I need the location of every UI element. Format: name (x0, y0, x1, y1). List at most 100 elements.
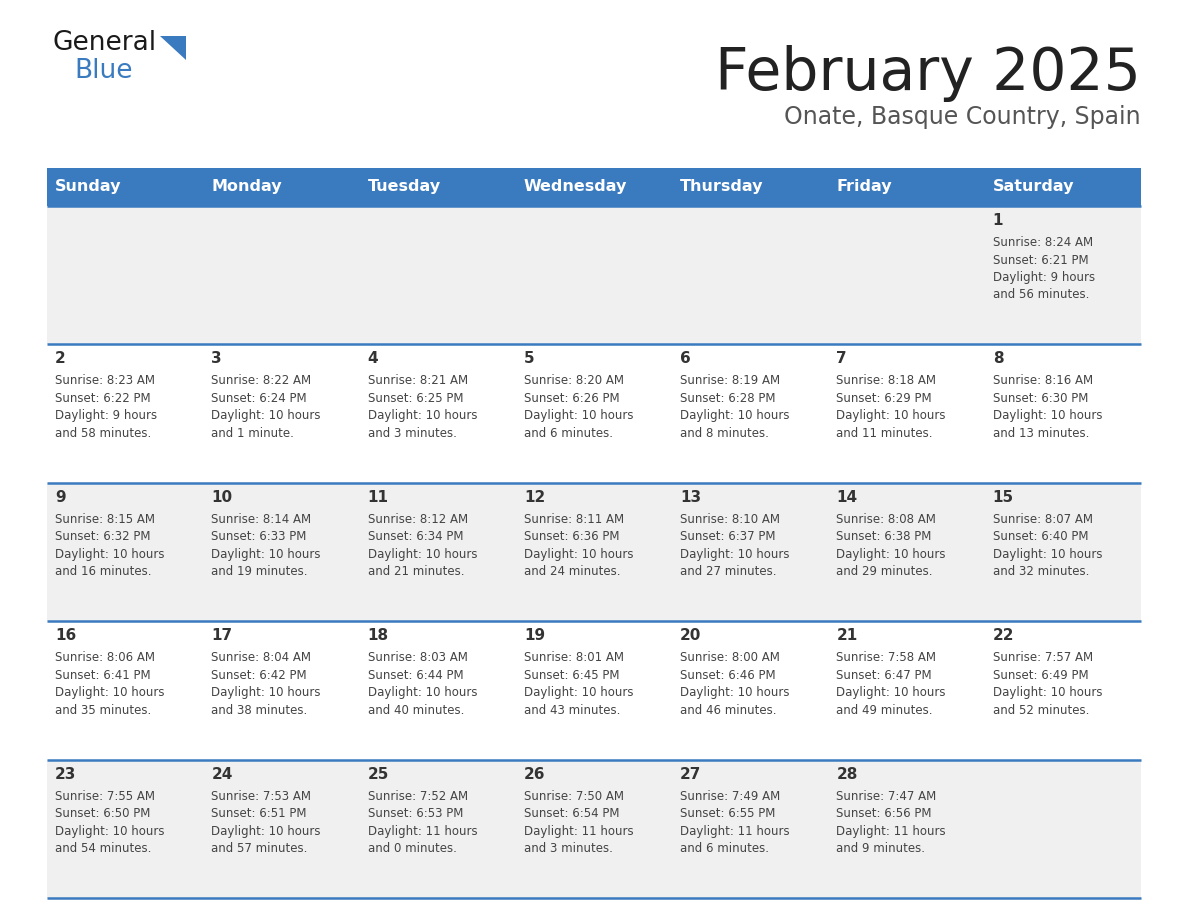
Text: 26: 26 (524, 767, 545, 781)
Text: Sunset: 6:45 PM: Sunset: 6:45 PM (524, 668, 619, 682)
Text: Monday: Monday (211, 180, 282, 195)
Text: and 29 minutes.: and 29 minutes. (836, 565, 933, 578)
Text: 10: 10 (211, 490, 233, 505)
Bar (360, 206, 516, 344)
Text: Sunset: 6:54 PM: Sunset: 6:54 PM (524, 807, 619, 820)
Text: Sunset: 6:37 PM: Sunset: 6:37 PM (681, 531, 776, 543)
Text: Daylight: 10 hours: Daylight: 10 hours (55, 824, 164, 837)
Bar (48, 168, 203, 206)
Polygon shape (160, 36, 187, 60)
Text: Blue: Blue (74, 58, 133, 84)
Text: 27: 27 (681, 767, 702, 781)
Bar (672, 759, 828, 898)
Text: Sunrise: 8:07 AM: Sunrise: 8:07 AM (993, 513, 1093, 526)
Bar (48, 621, 203, 759)
Text: 6: 6 (681, 352, 691, 366)
Text: Daylight: 10 hours: Daylight: 10 hours (211, 824, 321, 837)
Text: and 3 minutes.: and 3 minutes. (524, 842, 613, 855)
Text: 9: 9 (55, 490, 65, 505)
Bar (828, 483, 985, 621)
Text: Sunset: 6:22 PM: Sunset: 6:22 PM (55, 392, 151, 405)
Text: Sunrise: 8:19 AM: Sunrise: 8:19 AM (681, 375, 781, 387)
Text: and 19 minutes.: and 19 minutes. (211, 565, 308, 578)
Text: 4: 4 (367, 352, 378, 366)
Text: 22: 22 (993, 628, 1015, 644)
Text: Sunrise: 8:23 AM: Sunrise: 8:23 AM (55, 375, 154, 387)
Bar (985, 621, 1140, 759)
Text: Sunrise: 8:18 AM: Sunrise: 8:18 AM (836, 375, 936, 387)
Text: 5: 5 (524, 352, 535, 366)
Text: Daylight: 9 hours: Daylight: 9 hours (55, 409, 157, 422)
Text: Sunrise: 7:55 AM: Sunrise: 7:55 AM (55, 789, 154, 802)
Text: 20: 20 (681, 628, 702, 644)
Bar (828, 621, 985, 759)
Text: Sunset: 6:36 PM: Sunset: 6:36 PM (524, 531, 619, 543)
Text: Sunset: 6:44 PM: Sunset: 6:44 PM (367, 668, 463, 682)
Bar (516, 621, 672, 759)
Text: Sunset: 6:46 PM: Sunset: 6:46 PM (681, 668, 776, 682)
Text: Sunrise: 8:21 AM: Sunrise: 8:21 AM (367, 375, 468, 387)
Bar (828, 168, 985, 206)
Text: and 3 minutes.: and 3 minutes. (367, 427, 456, 440)
Text: Wednesday: Wednesday (524, 180, 627, 195)
Text: Sunset: 6:42 PM: Sunset: 6:42 PM (211, 668, 307, 682)
Text: and 21 minutes.: and 21 minutes. (367, 565, 465, 578)
Bar (203, 483, 360, 621)
Text: 7: 7 (836, 352, 847, 366)
Bar (985, 168, 1140, 206)
Text: and 46 minutes.: and 46 minutes. (681, 704, 777, 717)
Bar (828, 759, 985, 898)
Text: Sunset: 6:33 PM: Sunset: 6:33 PM (211, 531, 307, 543)
Text: and 57 minutes.: and 57 minutes. (211, 842, 308, 855)
Text: and 0 minutes.: and 0 minutes. (367, 842, 456, 855)
Text: Daylight: 10 hours: Daylight: 10 hours (681, 686, 790, 700)
Bar (985, 483, 1140, 621)
Bar (203, 759, 360, 898)
Text: Daylight: 10 hours: Daylight: 10 hours (524, 548, 633, 561)
Text: 17: 17 (211, 628, 233, 644)
Text: 28: 28 (836, 767, 858, 781)
Text: Sunset: 6:50 PM: Sunset: 6:50 PM (55, 807, 151, 820)
Bar (672, 168, 828, 206)
Text: Sunrise: 8:06 AM: Sunrise: 8:06 AM (55, 651, 154, 665)
Text: and 56 minutes.: and 56 minutes. (993, 288, 1089, 301)
Text: Daylight: 10 hours: Daylight: 10 hours (211, 409, 321, 422)
Text: Sunrise: 8:22 AM: Sunrise: 8:22 AM (211, 375, 311, 387)
Text: Sunset: 6:49 PM: Sunset: 6:49 PM (993, 668, 1088, 682)
Text: 16: 16 (55, 628, 76, 644)
Text: Sunrise: 7:52 AM: Sunrise: 7:52 AM (367, 789, 468, 802)
Bar (516, 759, 672, 898)
Text: Sunset: 6:28 PM: Sunset: 6:28 PM (681, 392, 776, 405)
Text: Daylight: 10 hours: Daylight: 10 hours (211, 548, 321, 561)
Bar (360, 759, 516, 898)
Text: and 49 minutes.: and 49 minutes. (836, 704, 933, 717)
Text: Sunset: 6:55 PM: Sunset: 6:55 PM (681, 807, 776, 820)
Text: 1: 1 (993, 213, 1003, 228)
Text: Sunrise: 7:58 AM: Sunrise: 7:58 AM (836, 651, 936, 665)
Text: Sunrise: 7:49 AM: Sunrise: 7:49 AM (681, 789, 781, 802)
Bar (516, 344, 672, 483)
Text: Sunset: 6:56 PM: Sunset: 6:56 PM (836, 807, 931, 820)
Text: Sunset: 6:30 PM: Sunset: 6:30 PM (993, 392, 1088, 405)
Bar (985, 206, 1140, 344)
Text: Sunrise: 7:53 AM: Sunrise: 7:53 AM (211, 789, 311, 802)
Text: 2: 2 (55, 352, 65, 366)
Text: 23: 23 (55, 767, 76, 781)
Bar (672, 483, 828, 621)
Bar (516, 168, 672, 206)
Text: Daylight: 10 hours: Daylight: 10 hours (524, 409, 633, 422)
Text: Daylight: 11 hours: Daylight: 11 hours (367, 824, 478, 837)
Text: Sunset: 6:25 PM: Sunset: 6:25 PM (367, 392, 463, 405)
Text: and 58 minutes.: and 58 minutes. (55, 427, 151, 440)
Bar (516, 206, 672, 344)
Text: General: General (52, 30, 156, 56)
Text: Daylight: 10 hours: Daylight: 10 hours (993, 409, 1102, 422)
Text: Daylight: 11 hours: Daylight: 11 hours (836, 824, 946, 837)
Text: Sunset: 6:38 PM: Sunset: 6:38 PM (836, 531, 931, 543)
Text: 25: 25 (367, 767, 388, 781)
Text: Sunrise: 8:11 AM: Sunrise: 8:11 AM (524, 513, 624, 526)
Text: Sunrise: 8:16 AM: Sunrise: 8:16 AM (993, 375, 1093, 387)
Text: and 1 minute.: and 1 minute. (211, 427, 295, 440)
Bar (48, 483, 203, 621)
Text: Onate, Basque Country, Spain: Onate, Basque Country, Spain (784, 105, 1140, 129)
